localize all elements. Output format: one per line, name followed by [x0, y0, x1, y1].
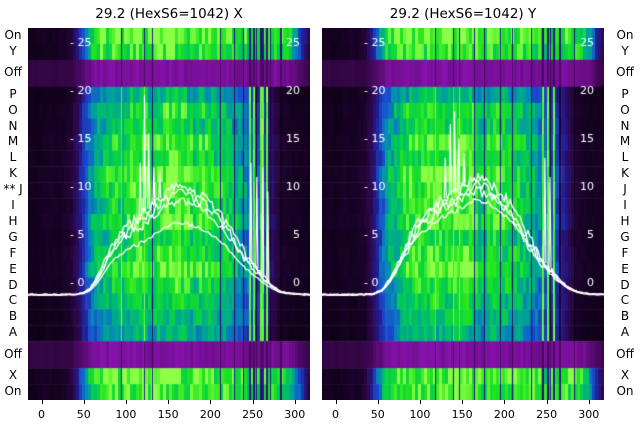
x-tick-mark — [252, 400, 254, 404]
row-label-left-j: ** J — [3, 182, 23, 197]
x-tick-mark — [83, 400, 85, 404]
row-label-right-on: On — [616, 384, 634, 399]
row-label-right-b: B — [620, 309, 630, 324]
row-label-left-e: E — [9, 261, 17, 276]
row-label-right-j: J — [623, 182, 627, 197]
x-tick-mark — [125, 400, 127, 404]
row-label-left-on: On — [4, 27, 22, 42]
x-tick-label: 200 — [493, 408, 515, 421]
right-row-labels: On Y Off P O N M L K J I H G F E D C B A Off X On — [612, 0, 638, 440]
panel-y-title: 29.2 (HexS6=1042) Y — [389, 6, 537, 22]
x-tick-label: 100 — [115, 408, 137, 421]
x-tick-label: 250 — [536, 408, 558, 421]
row-label-right-c: C — [620, 293, 630, 308]
x-tick-mark — [419, 400, 421, 404]
row-label-right-l: L — [621, 150, 629, 165]
row-label-left-h: H — [8, 213, 18, 228]
row-label-right-off: Off — [616, 65, 634, 80]
x-tick-mark — [546, 400, 548, 404]
row-label-left-d: D — [8, 277, 18, 292]
row-label-left-o: O — [8, 102, 18, 117]
row-label-left-b: B — [8, 309, 18, 324]
heatmap-x-canvas — [28, 28, 310, 400]
x-tick-mark — [588, 400, 590, 404]
row-label-right-i: I — [623, 198, 627, 213]
row-label-right-m: M — [619, 134, 631, 149]
x-tick-label: 50 — [370, 408, 385, 421]
row-label-left-f: F — [9, 245, 17, 260]
x-tick-mark — [504, 400, 506, 404]
row-label-left-c: C — [8, 293, 18, 308]
x-axis-x: 0 50 100 150 200 250 300 — [28, 400, 310, 428]
x-tick-label: 100 — [409, 408, 431, 421]
panel-x: 29.2 (HexS6=1042) X 0 50 100 150 200 250 300 — [28, 0, 310, 440]
heatmap-y-canvas — [322, 28, 604, 400]
row-label-left-y: Y — [9, 43, 17, 58]
x-tick-label: 150 — [451, 408, 473, 421]
row-label-left-off: Off — [4, 65, 22, 80]
x-tick-mark — [294, 400, 296, 404]
panel-y: 29.2 (HexS6=1042) Y 0 50 100 150 200 250 300 — [322, 0, 604, 440]
x-tick-label: 200 — [199, 408, 221, 421]
row-label-right-h: H — [620, 213, 630, 228]
x-tick-mark — [335, 400, 337, 404]
x-tick-mark — [462, 400, 464, 404]
row-label-left-p: P — [9, 86, 17, 101]
x-tick-label: 0 — [332, 408, 339, 421]
row-label-right-f: F — [621, 245, 629, 260]
row-label-right-d: D — [620, 277, 630, 292]
x-tick-mark — [377, 400, 379, 404]
x-tick-label: 250 — [242, 408, 264, 421]
row-label-right-p: P — [621, 86, 629, 101]
row-label-left-x: X — [8, 368, 18, 383]
x-tick-mark — [210, 400, 212, 404]
left-row-labels: On Y Off P O N M L K ** J I H G F E D C B A Off X On — [0, 0, 26, 440]
x-tick-label: 150 — [157, 408, 179, 421]
row-label-left-m: M — [7, 134, 19, 149]
row-label-left-on: On — [4, 384, 22, 399]
x-tick-mark — [41, 400, 43, 404]
row-label-right-o: O — [620, 102, 630, 117]
row-label-right-n: N — [620, 118, 630, 133]
x-tick-label: 50 — [76, 408, 91, 421]
x-tick-label: 300 — [284, 408, 306, 421]
row-label-left-l: L — [9, 150, 17, 165]
row-label-right-e: E — [621, 261, 629, 276]
x-tick-label: 0 — [38, 408, 45, 421]
x-axis-y: 0 50 100 150 200 250 300 — [322, 400, 604, 428]
x-tick-label: 300 — [578, 408, 600, 421]
row-label-left-n: N — [8, 118, 18, 133]
row-label-right-on: On — [616, 27, 634, 42]
x-tick-mark — [168, 400, 170, 404]
row-label-right-x: X — [620, 368, 630, 383]
row-label-left-off: Off — [4, 346, 22, 361]
row-label-left-i: I — [11, 198, 15, 213]
row-label-right-y: Y — [621, 43, 629, 58]
row-label-right-a: A — [620, 325, 630, 340]
row-label-right-k: K — [621, 166, 629, 181]
row-label-left-a: A — [8, 325, 18, 340]
row-label-right-off: Off — [616, 346, 634, 361]
panel-x-title: 29.2 (HexS6=1042) X — [95, 6, 243, 22]
row-label-left-g: G — [8, 229, 18, 244]
row-label-right-g: G — [620, 229, 630, 244]
row-label-left-k: K — [9, 166, 17, 181]
